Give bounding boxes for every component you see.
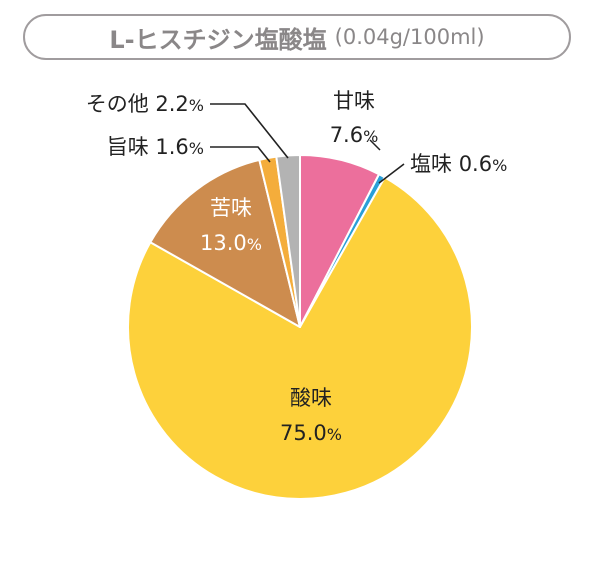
slice-label-0: 甘味 (333, 89, 375, 113)
label-group-3: 苦味 13.0% (200, 196, 262, 255)
leader-line-5 (210, 103, 289, 159)
slice-value-3: 13.0% (200, 231, 262, 255)
slice-label-1: 塩味 0.6% (410, 152, 507, 176)
label-group-1: 塩味 0.6% (410, 152, 507, 176)
label-group-2: 酸味 75.0% (280, 386, 342, 445)
slice-label-4: 旨味 1.6% (107, 135, 204, 159)
label-group-5: その他 2.2% (86, 92, 204, 116)
slice-label-2: 酸味 (290, 386, 332, 410)
pie-slice-5 (275, 154, 301, 328)
chart-subtitle: (0.04g/100ml) (334, 25, 485, 49)
label-group-0: 甘味 7.6% (330, 89, 379, 147)
pie-slice-2 (127, 176, 473, 500)
slice-label-5: その他 2.2% (86, 92, 204, 116)
slice-value-0: 7.6% (330, 123, 379, 147)
slice-label-3: 苦味 (210, 196, 252, 220)
chart-title-pill: L-ヒスチジン塩酸塩 (0.04g/100ml) (23, 14, 571, 60)
label-group-4: 旨味 1.6% (107, 135, 204, 159)
pie-slice-3 (149, 158, 301, 328)
leader-line-4 (210, 146, 271, 163)
slice-value-2: 75.0% (280, 421, 342, 445)
chart-title: L-ヒスチジン塩酸塩 (109, 25, 327, 54)
leader-line-1 (378, 163, 405, 184)
